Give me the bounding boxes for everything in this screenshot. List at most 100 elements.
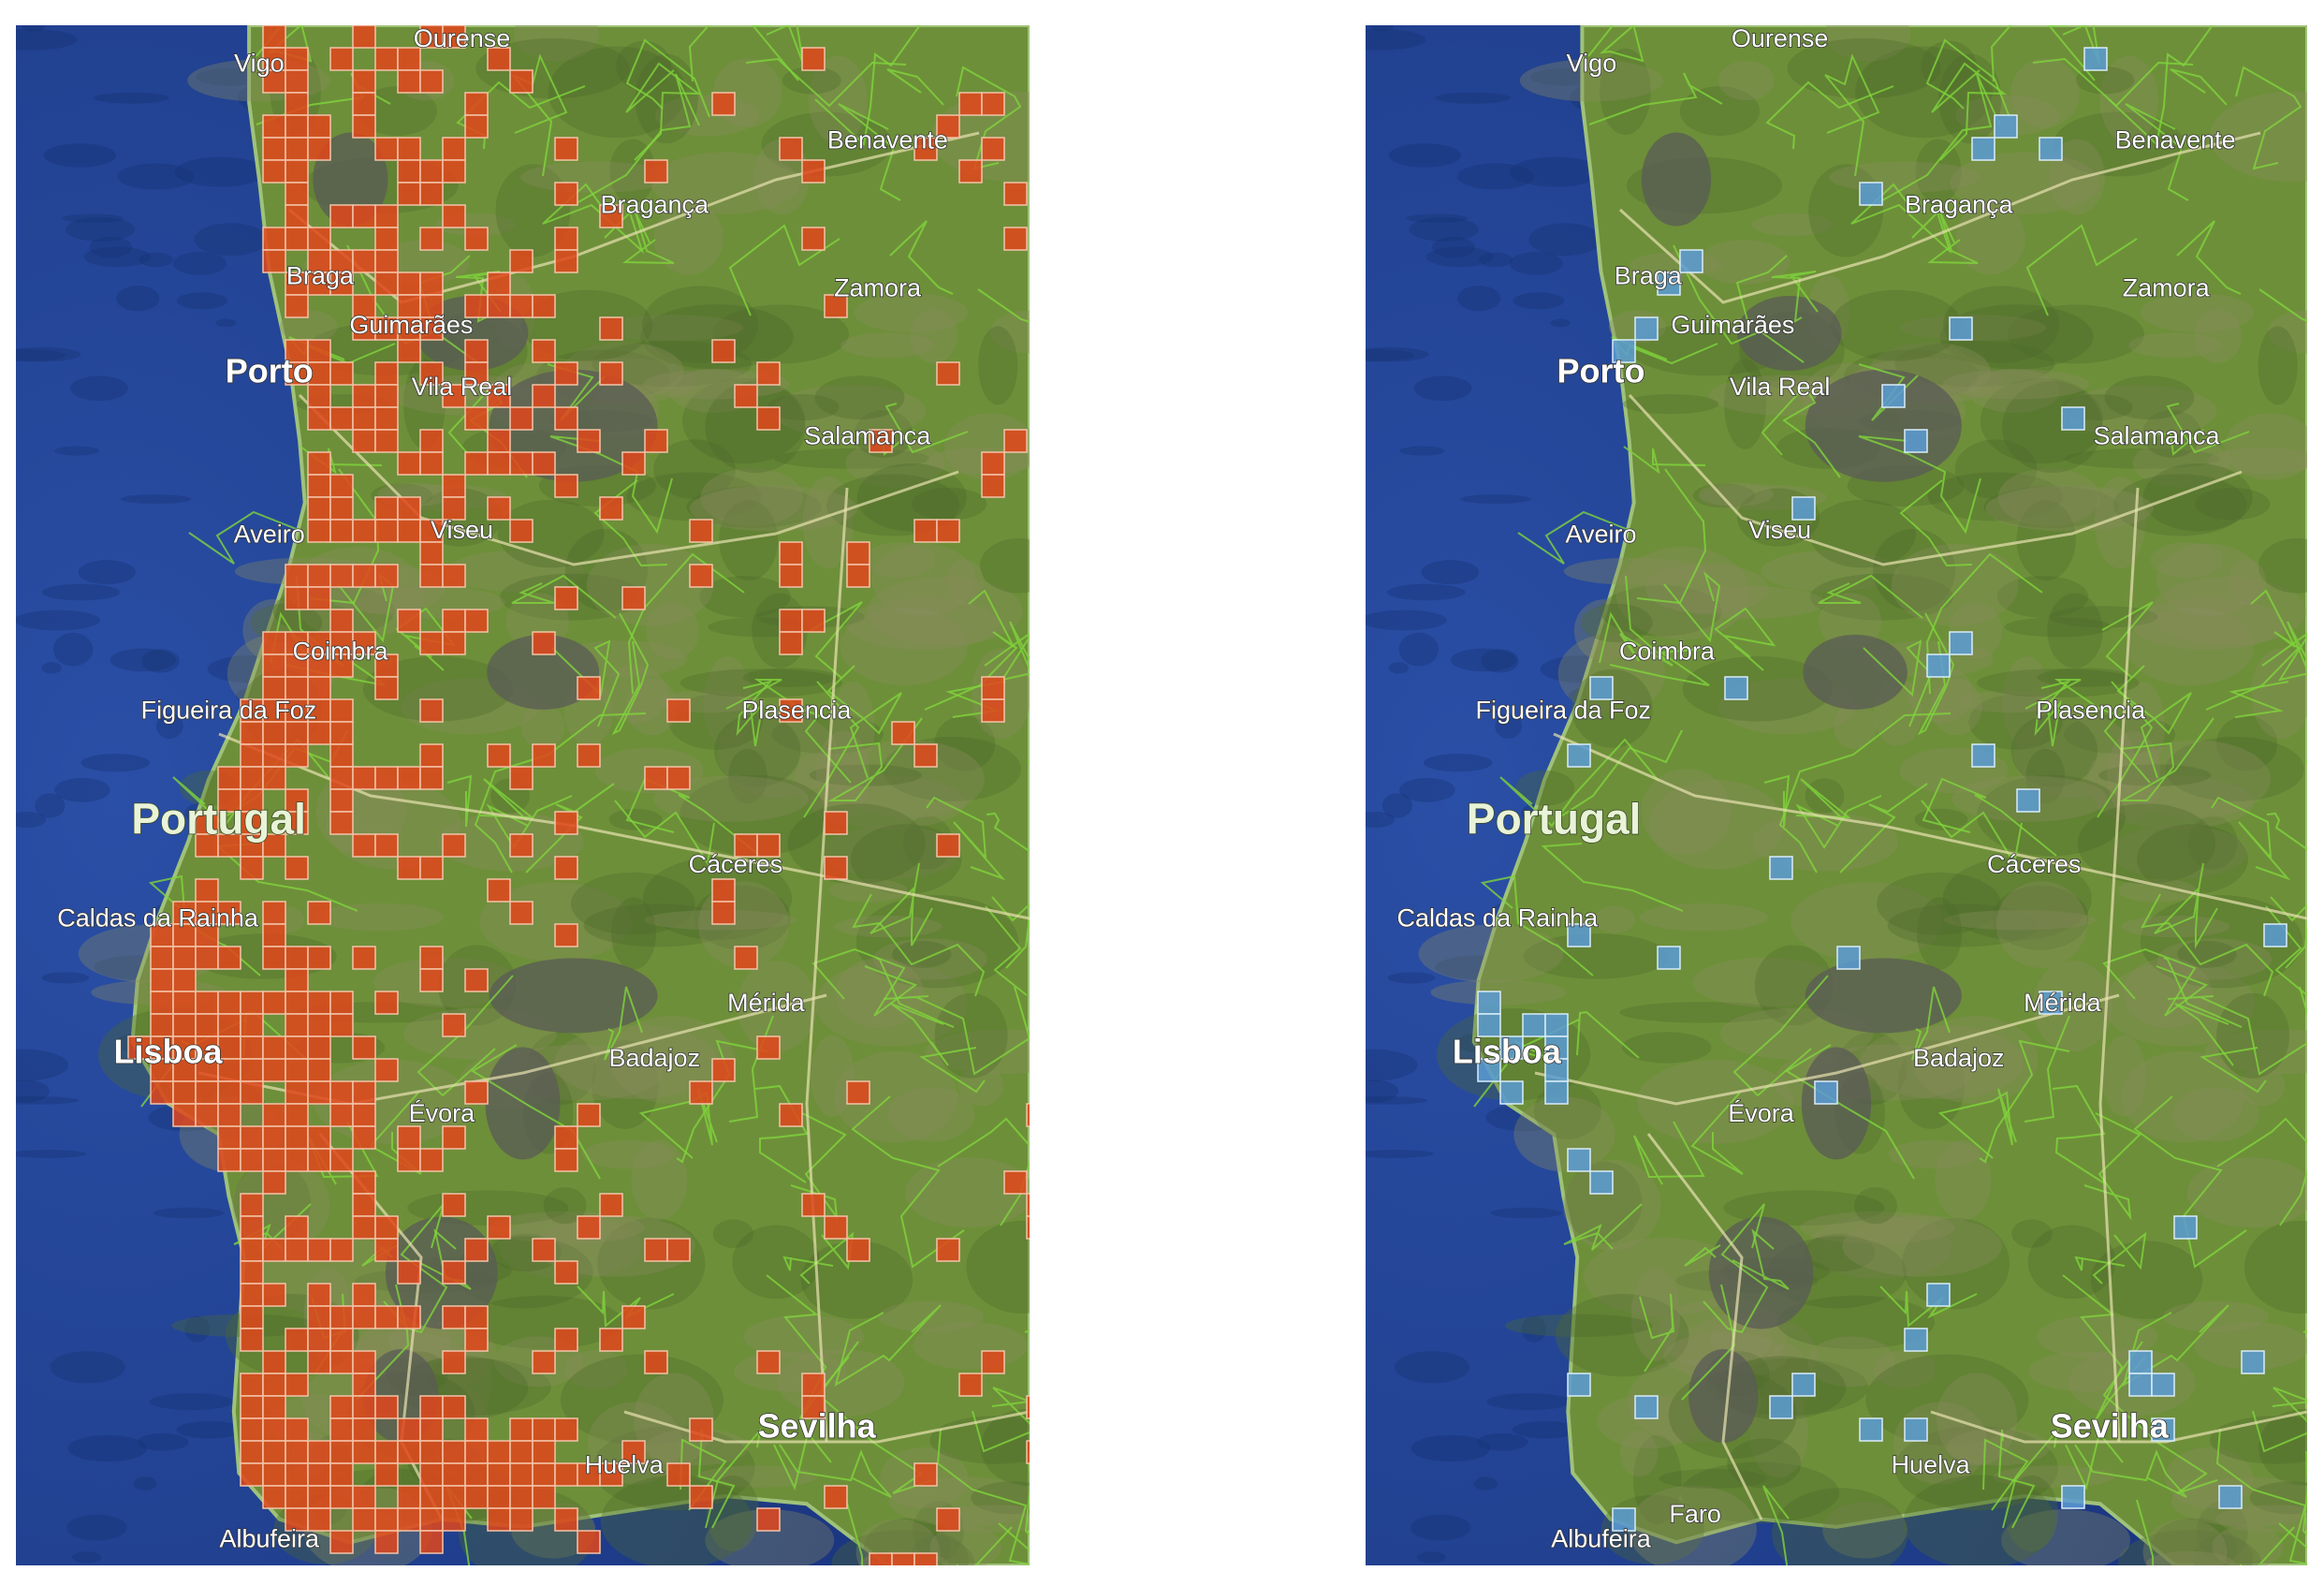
- grid-cell[interactable]: [352, 1283, 376, 1307]
- grid-cell[interactable]: [307, 1013, 331, 1037]
- grid-cell[interactable]: [172, 946, 197, 970]
- grid-cell[interactable]: [487, 47, 511, 71]
- grid-cell[interactable]: [352, 946, 376, 970]
- grid-cell[interactable]: [285, 1417, 309, 1442]
- grid-cell[interactable]: [329, 743, 354, 768]
- grid-cell[interactable]: [464, 609, 489, 633]
- grid-cell[interactable]: [307, 1305, 331, 1329]
- grid-cell[interactable]: [1926, 653, 1951, 678]
- grid-cell[interactable]: [262, 1103, 286, 1127]
- grid-cell[interactable]: [464, 1485, 489, 1509]
- grid-cell[interactable]: [442, 1305, 466, 1329]
- grid-cell[interactable]: [262, 249, 286, 273]
- grid-cell[interactable]: [2061, 406, 2085, 431]
- grid-cell[interactable]: [419, 227, 444, 251]
- grid-cell[interactable]: [914, 743, 938, 768]
- grid-cell[interactable]: [711, 92, 736, 116]
- grid-cell[interactable]: [285, 743, 309, 768]
- grid-cell[interactable]: [329, 653, 354, 678]
- grid-cell[interactable]: [1026, 1103, 1030, 1127]
- grid-cell[interactable]: [307, 721, 331, 745]
- grid-cell[interactable]: [329, 1440, 354, 1464]
- grid-cell[interactable]: [307, 1080, 331, 1105]
- grid-cell[interactable]: [262, 69, 286, 94]
- grid-cell[interactable]: [936, 361, 960, 386]
- grid-cell[interactable]: [352, 1125, 376, 1150]
- grid-cell[interactable]: [509, 406, 533, 431]
- grid-cell[interactable]: [329, 1148, 354, 1172]
- grid-cell[interactable]: [329, 1350, 354, 1374]
- grid-cell[interactable]: [397, 1305, 421, 1329]
- grid-cell[interactable]: [285, 1440, 309, 1464]
- grid-cell[interactable]: [2241, 1350, 2265, 1374]
- grid-cell[interactable]: [914, 137, 938, 161]
- grid-cell[interactable]: [577, 1215, 601, 1240]
- grid-cell[interactable]: [442, 1440, 466, 1464]
- grid-cell[interactable]: [1634, 316, 1659, 341]
- grid-cell[interactable]: [240, 811, 264, 835]
- grid-cell[interactable]: [374, 384, 399, 408]
- grid-cell[interactable]: [419, 1485, 444, 1509]
- grid-cell[interactable]: [464, 1328, 489, 1352]
- grid-cell[interactable]: [419, 1417, 444, 1442]
- grid-cell[interactable]: [195, 1103, 219, 1127]
- grid-cell[interactable]: [577, 429, 601, 453]
- grid-cell[interactable]: [352, 1395, 376, 1419]
- grid-cell[interactable]: [644, 766, 668, 790]
- grid-cell[interactable]: [240, 1193, 264, 1217]
- grid-cell[interactable]: [509, 249, 533, 273]
- grid-cell[interactable]: [621, 451, 646, 476]
- grid-cell[interactable]: [240, 1013, 264, 1037]
- grid-cell[interactable]: [195, 991, 219, 1015]
- grid-cell[interactable]: [307, 137, 331, 161]
- grid-cell[interactable]: [554, 1507, 578, 1532]
- grid-cell[interactable]: [419, 69, 444, 94]
- grid-cell[interactable]: [150, 968, 174, 992]
- grid-cell[interactable]: [509, 833, 533, 858]
- grid-cell[interactable]: [599, 316, 623, 341]
- grid-cell[interactable]: [1026, 1215, 1030, 1240]
- grid-cell[interactable]: [352, 1440, 376, 1464]
- grid-cell[interactable]: [150, 991, 174, 1015]
- grid-cell[interactable]: [285, 159, 309, 184]
- grid-cell[interactable]: [936, 114, 960, 139]
- grid-cell[interactable]: [554, 811, 578, 835]
- grid-cell[interactable]: [374, 249, 399, 273]
- grid-cell[interactable]: [307, 1283, 331, 1307]
- grid-cell[interactable]: [532, 294, 556, 318]
- grid-cell[interactable]: [981, 676, 1005, 700]
- grid-cell[interactable]: [374, 272, 399, 296]
- grid-cell[interactable]: [374, 519, 399, 543]
- grid-cell[interactable]: [1971, 137, 1995, 161]
- grid-cell[interactable]: [285, 1215, 309, 1240]
- grid-cell[interactable]: [1522, 1013, 1546, 1037]
- grid-cell[interactable]: [779, 137, 803, 161]
- grid-cell[interactable]: [240, 1395, 264, 1419]
- grid-cell[interactable]: [824, 1215, 848, 1240]
- grid-cell[interactable]: [285, 1238, 309, 1262]
- grid-cell[interactable]: [1589, 1170, 1614, 1195]
- grid-cell[interactable]: [689, 564, 713, 588]
- grid-cell[interactable]: [779, 564, 803, 588]
- grid-cell[interactable]: [307, 451, 331, 476]
- grid-cell[interactable]: [824, 856, 848, 880]
- grid-cell[interactable]: [285, 92, 309, 116]
- grid-cell[interactable]: [2039, 991, 2063, 1015]
- grid-cell[interactable]: [195, 901, 219, 925]
- grid-cell[interactable]: [577, 743, 601, 768]
- grid-cell[interactable]: [285, 1125, 309, 1150]
- grid-cell[interactable]: [397, 339, 421, 363]
- grid-cell[interactable]: [509, 1485, 533, 1509]
- grid-cell[interactable]: [1544, 1013, 1569, 1037]
- grid-cell[interactable]: [419, 519, 444, 543]
- grid-cell[interactable]: [487, 294, 511, 318]
- grid-cell[interactable]: [801, 47, 826, 71]
- grid-cell[interactable]: [217, 1103, 241, 1127]
- grid-cell[interactable]: [487, 1215, 511, 1240]
- grid-cell[interactable]: [1657, 272, 1681, 296]
- grid-cell[interactable]: [397, 496, 421, 521]
- grid-cell[interactable]: [419, 1507, 444, 1532]
- grid-cell[interactable]: [1904, 1417, 1928, 1442]
- grid-cell[interactable]: [240, 1148, 264, 1172]
- grid-cell[interactable]: [509, 294, 533, 318]
